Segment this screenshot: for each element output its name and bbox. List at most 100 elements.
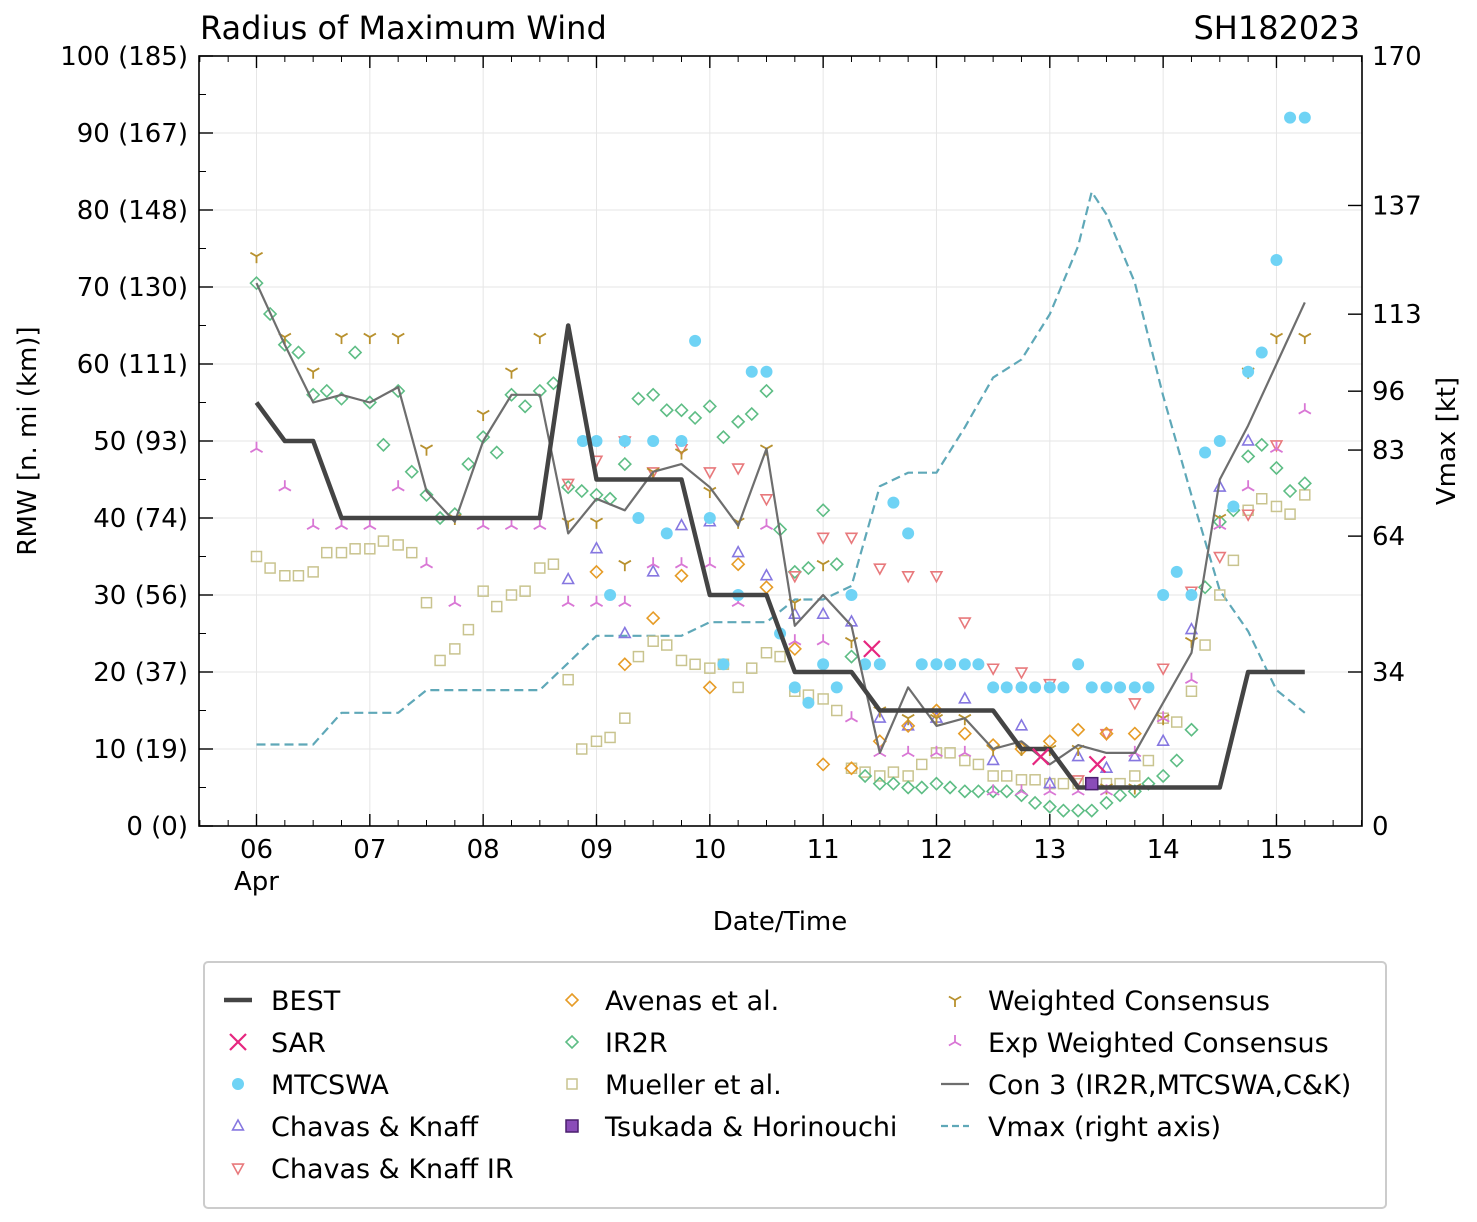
legend-box xyxy=(203,961,1387,1209)
weighted-consensus-marker xyxy=(703,486,717,499)
ir2r-marker xyxy=(901,780,916,795)
mueller-et-al-marker xyxy=(364,543,376,555)
weighted-consensus-marker xyxy=(589,517,604,529)
mtcswa-marker xyxy=(1057,681,1070,694)
mtcswa-marker xyxy=(944,658,957,671)
legend-entry-tsukada-horinouchi: Tsukada & Horinouchi xyxy=(565,1112,897,1143)
chavas-knaff-marker xyxy=(986,752,1000,766)
weighted-consensus-marker xyxy=(674,448,689,460)
mtcswa-marker xyxy=(1015,681,1028,694)
mueller-et-al-marker xyxy=(307,566,319,578)
mueller-et-al-marker xyxy=(1214,589,1226,601)
weighted-consensus-marker xyxy=(533,332,547,345)
ir2r-marker xyxy=(1241,449,1256,464)
plot-data xyxy=(249,111,1312,818)
y-right-tick-label: 96 xyxy=(1372,377,1405,407)
ir2r-marker xyxy=(1156,768,1171,784)
x-axis-label: Date/Time xyxy=(713,907,848,937)
avenas-et-al-marker xyxy=(1099,726,1114,741)
chavas-knaff-ir-marker xyxy=(1213,551,1227,565)
mueller-et-al-marker xyxy=(1170,716,1183,728)
mueller-et-al-marker xyxy=(462,623,475,636)
ir2r-marker xyxy=(376,437,391,452)
legend-swatch xyxy=(229,1033,247,1051)
chavas-knaff-marker xyxy=(646,564,660,577)
chavas-knaff-ir-marker xyxy=(703,467,717,480)
exp-weighted-consensus-marker xyxy=(306,518,320,530)
legend-entry-ir2r: IR2R xyxy=(564,1028,668,1059)
ir2r-marker xyxy=(262,306,278,322)
mtcswa-marker xyxy=(1242,365,1255,378)
mueller-et-al-marker xyxy=(859,766,871,778)
legend-swatch xyxy=(565,1119,579,1133)
ir2r-marker xyxy=(1112,788,1128,803)
x-tick-label: 07 xyxy=(353,835,386,865)
mtcswa-marker xyxy=(1142,681,1155,694)
ir2r-marker xyxy=(1269,460,1284,476)
avenas-et-al-marker xyxy=(1071,722,1086,737)
axes: 06 07 08 09 10 11 12 13 14 15 Apr 0 (0) 10 (19) 20 (3… xyxy=(60,42,1421,897)
mtcswa-marker xyxy=(576,435,589,447)
mueller-et-al-marker xyxy=(377,535,390,547)
mueller-et-al-marker xyxy=(335,546,348,559)
avenas-et-al-marker xyxy=(617,657,632,672)
y-tick-label: 90 (167) xyxy=(77,119,188,149)
mtcswa-marker xyxy=(1072,658,1085,671)
legend-label: Vmax (right axis) xyxy=(988,1112,1221,1143)
x-tick-label: 13 xyxy=(1033,835,1066,865)
ir2r-marker xyxy=(986,784,1001,799)
exp-weighted-consensus-marker xyxy=(901,745,915,758)
mtcswa-marker xyxy=(1298,111,1311,124)
ir2r-marker xyxy=(1056,803,1071,818)
ir2r-marker xyxy=(929,776,944,791)
legend-entry-con-3-ir2r-mtcswa-c-k: Con 3 (IR2R,MTCSWA,C&K) xyxy=(941,1070,1351,1101)
series-mueller-et-al xyxy=(250,489,1311,790)
legend-entry-vmax-right-axis: Vmax (right axis) xyxy=(941,1112,1221,1143)
avenas-et-al-marker xyxy=(702,680,717,695)
exp-weighted-consensus-marker xyxy=(986,784,1000,796)
ir2r-marker xyxy=(617,456,632,472)
mueller-et-al-marker xyxy=(675,654,688,667)
legend-entry-chavas-knaff-ir: Chavas & Knaff IR xyxy=(231,1154,514,1185)
mtcswa-marker xyxy=(915,658,928,671)
exp-weighted-consensus-marker xyxy=(278,480,292,492)
ir2r-marker xyxy=(857,768,873,784)
mueller-et-al-marker xyxy=(1185,685,1198,697)
mueller-et-al-marker xyxy=(1199,639,1211,651)
mtcswa-marker xyxy=(1270,254,1283,267)
mtcswa-marker xyxy=(887,496,900,509)
ir2r-marker xyxy=(914,780,929,795)
chavas-knaff-ir-marker xyxy=(929,571,944,584)
ir2r-marker xyxy=(249,276,264,291)
ir2r-marker xyxy=(546,376,561,391)
y-tick-label: 40 (74) xyxy=(93,504,188,534)
ir2r-marker xyxy=(716,430,731,445)
chavas-knaff-marker xyxy=(759,568,774,581)
chart-title: Radius of Maximum Wind xyxy=(200,9,607,47)
legend-label: Mueller et al. xyxy=(605,1070,782,1101)
ir2r-marker xyxy=(517,399,533,414)
mueller-et-al-marker xyxy=(1057,777,1070,790)
avenas-et-al-marker xyxy=(816,757,831,772)
series-sar xyxy=(863,640,1107,774)
ir2r-marker xyxy=(277,337,292,352)
mtcswa-marker xyxy=(1114,681,1127,694)
mtcswa-marker xyxy=(703,512,716,524)
exp-weighted-consensus-marker xyxy=(759,518,774,530)
chavas-knaff-marker xyxy=(1014,718,1029,731)
sar-marker xyxy=(863,640,881,658)
ir2r-marker xyxy=(1099,795,1114,811)
mueller-et-al-marker xyxy=(959,754,971,767)
exp-weighted-consensus-marker xyxy=(788,634,802,646)
exp-weighted-consensus-marker xyxy=(391,480,405,492)
exp-weighted-consensus-marker xyxy=(646,557,660,569)
ir2r-marker xyxy=(942,780,958,795)
mtcswa-marker xyxy=(1170,565,1183,578)
mueller-et-al-marker xyxy=(647,635,659,647)
chavas-knaff-ir-marker xyxy=(731,463,745,476)
mtcswa-marker xyxy=(647,435,660,447)
mueller-et-al-marker xyxy=(491,600,503,613)
weighted-consensus-marker xyxy=(1269,332,1284,345)
chavas-knaff-ir-marker xyxy=(958,617,972,630)
ir2r-marker xyxy=(1197,580,1213,595)
